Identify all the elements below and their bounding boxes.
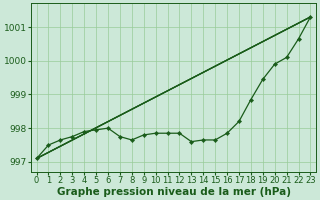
X-axis label: Graphe pression niveau de la mer (hPa): Graphe pression niveau de la mer (hPa): [57, 187, 291, 197]
